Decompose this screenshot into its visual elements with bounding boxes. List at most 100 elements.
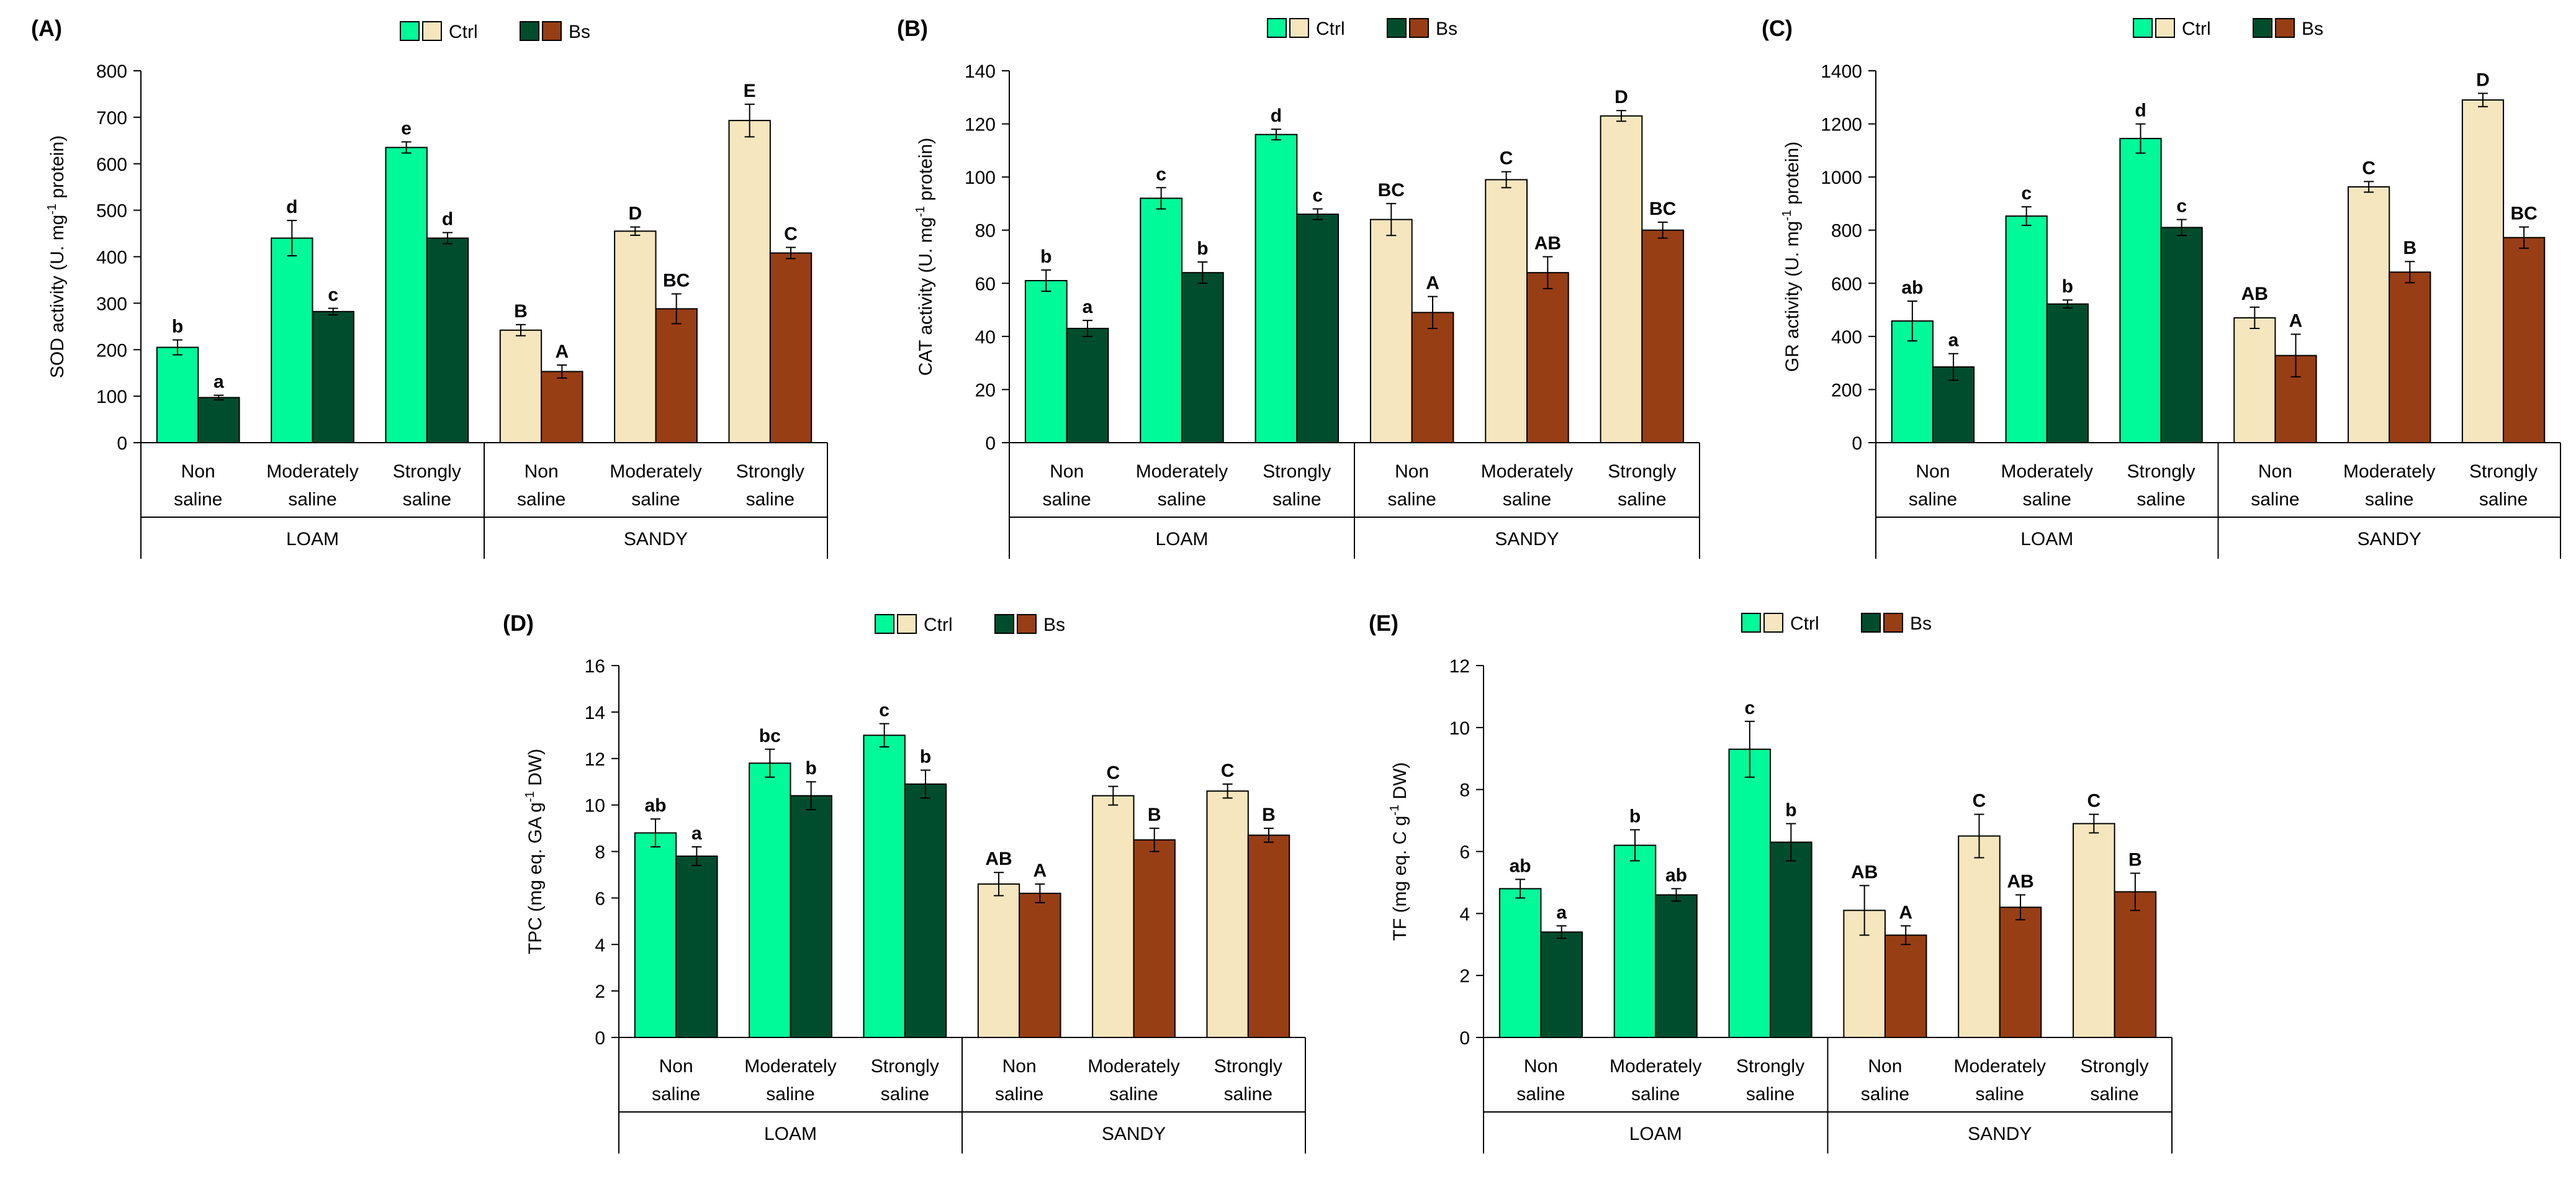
y-axis-label-text: TPC (mg eq. GA g (525, 802, 546, 954)
legend-swatch (1861, 613, 1881, 633)
legend-label: Bs (569, 22, 590, 42)
bar (2389, 271, 2431, 443)
chart-panel-1: (B) Ctrl Bs 0 20 40 60 80 100 120 140 CAT activity … (897, 16, 1700, 559)
bar (312, 310, 354, 444)
bar (1498, 888, 1542, 1039)
x-tick-label: Non (1050, 461, 1084, 482)
y-axis-label-superscript: -1 (1780, 210, 1794, 221)
bar (1485, 179, 1528, 443)
y-axis: 0 200 400 600 800 1000 1200 1400 (1821, 61, 1876, 454)
bar-label: c (1744, 698, 1755, 718)
group-label: SANDY (1102, 1124, 1166, 1144)
x-tick-label: Non (1524, 1056, 1558, 1077)
bar-label: A (2289, 310, 2303, 331)
legend-swatch (1017, 614, 1037, 634)
bar-label: a (1083, 297, 1093, 317)
bar-label: ab (1665, 865, 1687, 885)
x-tick-label: Non (1868, 1056, 1902, 1077)
y-axis-label-text: CAT activity (U. mg (916, 217, 936, 376)
legend-swatch (1763, 613, 1783, 633)
bar-label: b (806, 758, 817, 779)
x-tick-label: Moderately (610, 461, 701, 482)
x-tick-label: Moderately (2001, 461, 2093, 482)
bar (1884, 934, 1927, 1039)
bar-label: ab (1901, 278, 1923, 298)
bar (2119, 138, 2162, 443)
group-label: SANDY (624, 529, 688, 549)
y-tick-label: 2 (1459, 966, 1470, 987)
bar (728, 120, 771, 443)
bar (1254, 133, 1298, 444)
bar (675, 855, 718, 1039)
legend-label: Ctrl (449, 22, 478, 42)
bar-label: B (2403, 238, 2417, 258)
bar-label: a (1556, 902, 1567, 923)
x-tick-label: saline (1976, 1084, 2024, 1104)
x-tick-label: saline (631, 489, 680, 510)
group-label: LOAM (1155, 529, 1208, 549)
bar-label: AB (2241, 284, 2268, 304)
y-tick-label: 14 (585, 703, 605, 723)
bar-label: B (514, 301, 528, 322)
bar-label: b (920, 746, 931, 767)
bar-label: A (1034, 861, 1047, 881)
x-tick-label: Moderately (266, 461, 358, 482)
bar (1999, 906, 2042, 1038)
x-tick-label: saline (517, 489, 565, 510)
bar (1066, 328, 1109, 443)
legend-label: Bs (1043, 615, 1065, 635)
x-tick-label: saline (1042, 489, 1091, 510)
y-tick-label: 6 (1459, 842, 1470, 863)
bar-label: d (1271, 106, 1282, 126)
panel-letter: (A) (31, 16, 62, 41)
y-axis-label-text: protein) (1782, 142, 1803, 210)
x-tick-label: saline (2251, 489, 2299, 510)
x-tick-label: saline (995, 1084, 1043, 1104)
group-label: LOAM (2020, 529, 2073, 549)
y-tick-label: 0 (985, 433, 996, 454)
x-tick-label: Moderately (1136, 461, 1228, 482)
y-axis-label: GR activity (U. mg-1 protein) (1780, 142, 1803, 372)
bar (1655, 894, 1698, 1038)
y-tick-label: 200 (96, 340, 127, 361)
y-tick-label: 1200 (1821, 115, 1862, 135)
x-tick-label: Strongly (736, 461, 804, 482)
bar-label: b (1040, 246, 1052, 267)
bar (769, 252, 813, 443)
bar (2073, 823, 2115, 1038)
x-tick-label: saline (1272, 489, 1321, 510)
x-tick-label: saline (174, 489, 222, 510)
y-tick-label: 16 (585, 656, 605, 677)
y-tick-label: 800 (1831, 221, 1862, 242)
y-axis-label: CAT activity (U. mg-1 protein) (914, 138, 936, 376)
x-tick-label: Non (1916, 461, 1950, 482)
y-tick-label: 1400 (1821, 61, 1862, 82)
x-tick-label: Moderately (1481, 461, 1573, 482)
bar-label: B (1148, 805, 1161, 825)
bar (749, 762, 791, 1039)
bar-label: AB (985, 849, 1012, 869)
x-tick-label: saline (1746, 1084, 1795, 1104)
x-tick-label: Strongly (1263, 461, 1331, 482)
bar-label: C (784, 224, 798, 245)
panel-letter: (E) (1369, 610, 1398, 636)
x-tick-label: Strongly (1736, 1056, 1804, 1077)
y-axis: 0 100 200 300 400 500 600 700 800 (96, 61, 142, 454)
bar-label: C (1500, 148, 1513, 169)
bar (2046, 303, 2089, 443)
x-axis-labels: Non saline Moderately saline Strongly saline N… (1009, 443, 1700, 559)
bar (197, 397, 240, 444)
bar-label: AB (2007, 871, 2033, 892)
x-tick-label: saline (1618, 489, 1666, 510)
y-tick-label: 2 (595, 982, 605, 1002)
bar (1181, 272, 1224, 443)
bar-label: ab (644, 795, 666, 816)
y-tick-label: 0 (1459, 1028, 1470, 1049)
y-axis-label-text: DW) (525, 749, 546, 791)
bar-label: BC (1649, 199, 1676, 219)
bar-label: BC (1378, 180, 1405, 201)
y-axis: 0 20 40 60 80 100 120 140 (965, 61, 1010, 454)
y-tick-label: 10 (585, 796, 605, 816)
x-axis-labels: Non saline Moderately saline Strongly saline N… (1875, 443, 2561, 559)
